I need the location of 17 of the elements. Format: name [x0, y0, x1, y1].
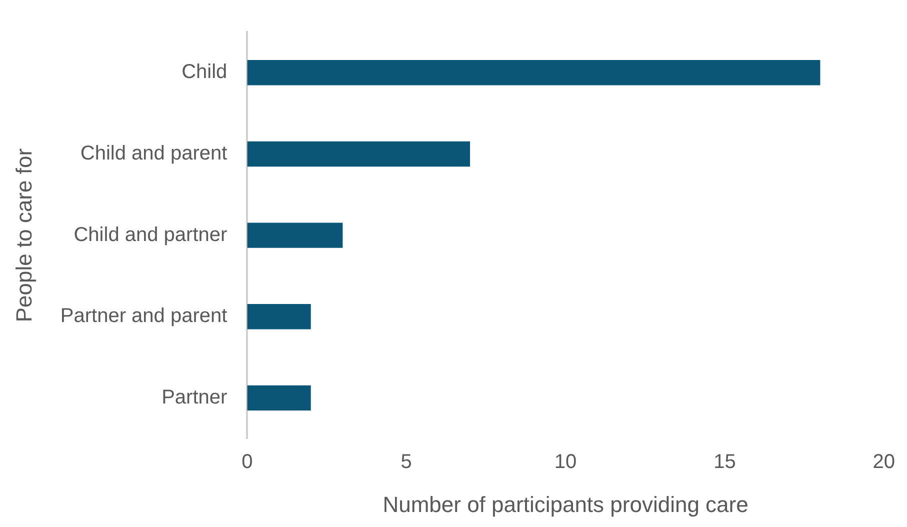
y-tick-label: Child and parent — [80, 142, 228, 164]
bar — [247, 385, 311, 411]
y-tick-label: Partner and parent — [60, 305, 228, 328]
y-tick-label: Partner — [162, 386, 228, 408]
x-axis-title: Number of participants providing care — [382, 492, 748, 517]
x-tick-label: 5 — [400, 451, 412, 474]
bar — [247, 304, 311, 330]
y-axis-title: People to care for — [11, 148, 36, 322]
x-tick-label: 0 — [242, 451, 253, 474]
x-tick-label: 15 — [714, 451, 736, 474]
x-tick-label: 10 — [554, 451, 577, 474]
bar — [247, 222, 343, 248]
y-tick-label: Child — [182, 61, 228, 84]
x-tick-label: 20 — [872, 451, 895, 474]
bar — [247, 141, 470, 167]
y-tick-label: Child and partner — [74, 224, 228, 246]
bar — [247, 60, 820, 86]
